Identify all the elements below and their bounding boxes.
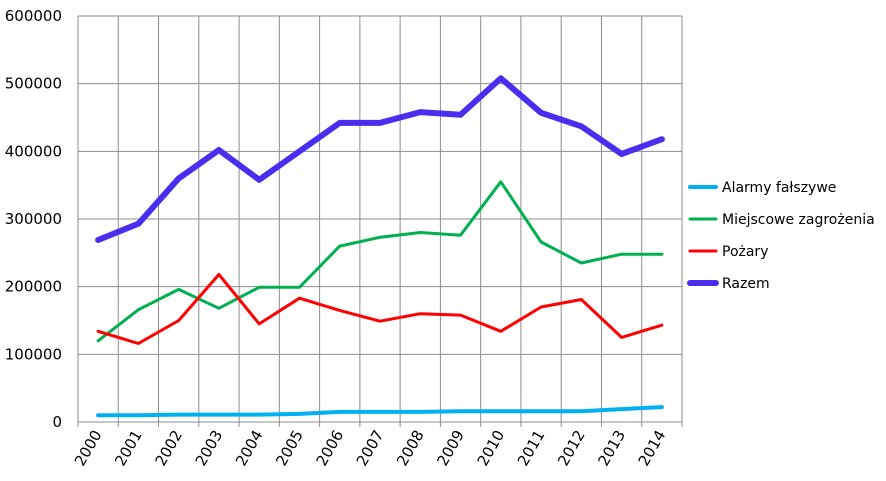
y-axis-ticks: 0 100000 200000 300000 400000 500000 600000 [5,7,62,431]
series-line-1 [96,180,664,343]
x-tick-label: 2001 [111,427,146,469]
x-tick-label: 2014 [635,427,670,469]
y-tick-label: 0 [52,413,62,431]
x-tick-label: 2005 [272,427,307,469]
x-tick-label: 2010 [474,427,509,469]
x-tick-label: 2003 [192,427,227,469]
grid [77,15,683,427]
x-tick-label: 2004 [232,427,267,469]
x-tick-label: 2008 [393,427,428,469]
x-tick-label: 2012 [554,427,589,469]
series-lines [95,75,665,418]
x-tick-label: 2006 [313,427,348,469]
y-tick-label: 300000 [5,210,62,228]
y-tick-label: 200000 [5,278,62,296]
x-tick-label: 2000 [71,427,106,469]
x-tick-label: 2013 [594,427,629,469]
y-tick-label: 500000 [5,75,62,93]
x-tick-label: 2011 [514,427,549,469]
series-line-3 [95,75,665,243]
series-line-0 [96,405,664,418]
legend: Alarmy fałszywe Miejscowe zagrożenia Pożar… [687,180,875,292]
x-tick-label: 2002 [151,427,186,469]
x-axis-ticks: 2000 2001 2002 2003 2004 2005 2006 2007 2008 2009… [71,427,669,469]
legend-label: Alarmy fałszywe [722,180,836,196]
legend-label: Razem [722,276,770,292]
legend-label: Pożary [722,244,768,260]
x-tick-label: 2007 [353,427,388,469]
y-tick-label: 600000 [5,7,62,25]
x-tick-label: 2009 [433,427,468,469]
legend-label: Miejscowe zagrożenia [722,212,875,228]
y-tick-label: 400000 [5,142,62,160]
y-tick-label: 100000 [5,345,62,363]
series-line-2 [96,273,664,345]
